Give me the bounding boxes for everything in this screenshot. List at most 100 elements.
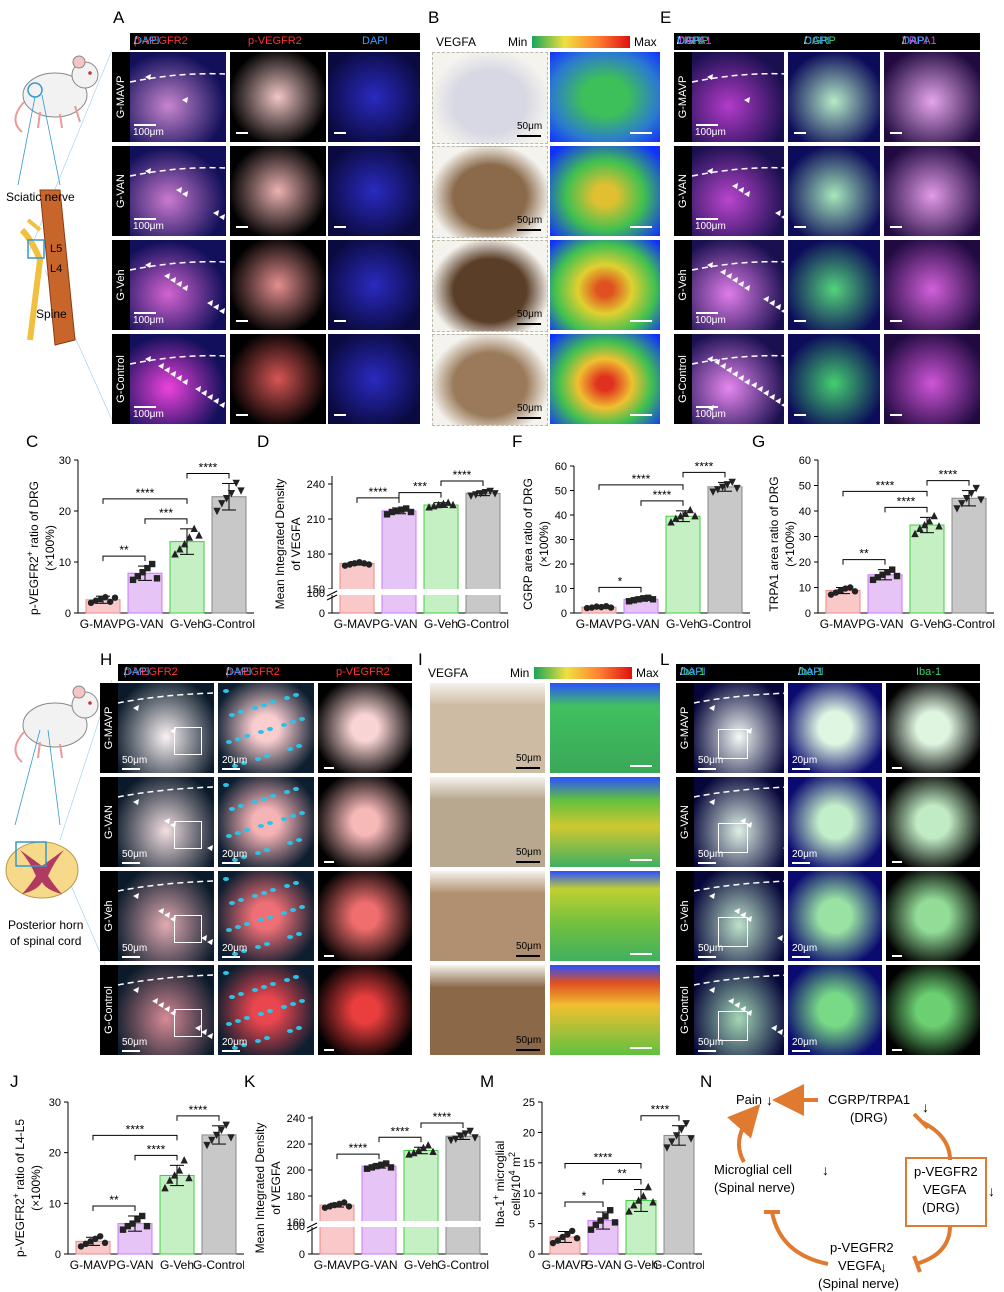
- data-point: [195, 531, 203, 539]
- data-point: [573, 1234, 581, 1242]
- panel-label-d: D: [257, 432, 270, 451]
- n-drg: (DRG): [850, 1110, 888, 1125]
- y-axis-label-2: of VEGFA: [269, 1161, 283, 1214]
- significance-bracket: [640, 1115, 680, 1121]
- panel-a-row-label: G-MAVP: [112, 52, 130, 142]
- data-point: [414, 1146, 423, 1154]
- y-axis-label-unit: (×100%): [43, 525, 57, 571]
- panel-label-b: B: [428, 8, 440, 27]
- x-tick-label: G-Control: [699, 617, 751, 631]
- data-point: [403, 505, 410, 512]
- data-point: [916, 524, 924, 533]
- axis-break: [326, 590, 338, 597]
- panel-e-row-label: G-VAN: [674, 146, 692, 236]
- panel-b-heatmap-tile: [550, 240, 660, 330]
- panel-a-row-label: G-Control: [112, 334, 130, 424]
- data-point: [345, 1203, 353, 1210]
- panel-l-zoom-tile: 20μm: [788, 871, 882, 961]
- significance-label: ****: [695, 459, 714, 473]
- data-point: [326, 1203, 333, 1210]
- panel-a-scale: 100μm: [133, 221, 164, 232]
- significance-bracket: [336, 1153, 380, 1160]
- arrow-microglia-pain: [727, 1104, 761, 1164]
- data-point: [341, 562, 349, 569]
- data-point: [691, 512, 699, 520]
- significance-label: ****: [453, 468, 472, 482]
- significance-bracket: [842, 490, 928, 497]
- panel-e-merge-tile: 100μm: [692, 146, 784, 236]
- data-point: [686, 505, 694, 514]
- data-point: [237, 487, 245, 495]
- y-axis-label-unit: (×100%): [29, 1165, 43, 1211]
- bar-break: [423, 589, 459, 595]
- data-point: [559, 1233, 566, 1241]
- y-tick-label: 0: [319, 608, 325, 620]
- bar: [909, 524, 945, 614]
- x-tick-label: G-MAVP: [334, 617, 380, 631]
- y-tick-label: 5: [529, 1219, 535, 1231]
- data-point: [925, 517, 934, 525]
- y-tick-label: 0: [805, 608, 811, 620]
- panel-i-scale: 50μm: [516, 753, 542, 764]
- y-tick-label: 240: [307, 479, 325, 491]
- x-tick-label: G-VAN: [380, 617, 417, 631]
- panel-b-stain-tile: 50μm: [432, 240, 548, 332]
- rat-icon: [14, 55, 99, 133]
- data-point: [593, 603, 600, 610]
- panel-a-scale: 100μm: [133, 315, 164, 326]
- data-point: [170, 1171, 179, 1179]
- significance-bracket: [440, 480, 484, 486]
- panel-i-scale: 50μm: [516, 847, 542, 858]
- significance-label: ****: [939, 468, 958, 482]
- data-point: [92, 597, 100, 604]
- label-l5: L5: [50, 243, 63, 255]
- panel-l-scale2: 20μm: [792, 849, 818, 860]
- significance-bracket: [186, 472, 230, 479]
- data-point: [346, 561, 353, 568]
- panel-h-red-tile: [318, 683, 412, 773]
- bar: [445, 1135, 481, 1255]
- panel-b-scale: 50μm: [517, 215, 543, 226]
- label-spinal-cord: of spinal cord: [10, 934, 82, 948]
- panel-l-scale1: 50μm: [698, 755, 724, 766]
- panel-l-scale1: 50μm: [698, 943, 724, 954]
- y-tick-label: 25: [523, 1097, 535, 1109]
- panel-label-g: G: [752, 432, 766, 451]
- data-point: [383, 511, 391, 518]
- panel-i-heatmap-tile: [550, 683, 660, 773]
- data-point: [718, 483, 727, 492]
- data-point: [185, 533, 194, 541]
- panel-a-merge-tile: 100μm: [130, 334, 226, 424]
- x-tick-label: G-MAVP: [576, 617, 622, 631]
- x-tick-label: G-Control: [653, 1258, 704, 1272]
- panel-label-k: K: [244, 1072, 256, 1091]
- data-point: [203, 1141, 211, 1150]
- data-point: [953, 505, 961, 513]
- panel-i-scale: 50μm: [516, 1035, 542, 1046]
- significance-bracket: [926, 480, 970, 486]
- data-point: [143, 1222, 151, 1230]
- panel-h-scale2: 20μm: [222, 849, 248, 860]
- data-point: [139, 1212, 146, 1220]
- panel-e-cgrp-tile: [788, 334, 880, 424]
- axis-break: [326, 589, 510, 595]
- panel-h-header: p-VEGFR2/DAPI p-VEGFR2/DAPI p-VEGFR2: [118, 664, 412, 681]
- panel-i-title: VEGFA: [428, 666, 469, 680]
- data-point: [102, 593, 109, 601]
- bar-break: [465, 589, 501, 595]
- data-point: [166, 1176, 174, 1184]
- panel-e-cgrp-tile: [788, 240, 880, 330]
- data-point: [213, 507, 221, 516]
- y-tick-label: 50: [799, 481, 811, 493]
- data-point: [77, 1243, 85, 1250]
- data-point: [134, 1216, 141, 1223]
- significance-bracket: [102, 555, 146, 562]
- significance-label: ****: [391, 1124, 410, 1138]
- y-tick-label: 150: [307, 584, 325, 596]
- y-tick-label: 30: [49, 1097, 61, 1109]
- data-point: [232, 479, 240, 488]
- bar: [403, 1150, 439, 1255]
- panel-i-stain-tile: 50μm: [430, 683, 545, 773]
